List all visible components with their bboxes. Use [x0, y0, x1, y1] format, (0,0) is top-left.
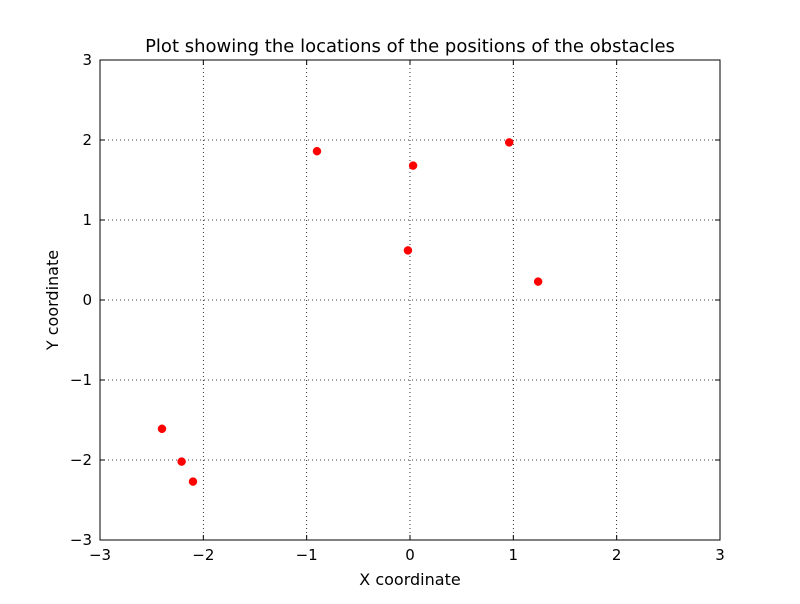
data-point [188, 477, 198, 486]
y-tick-label: 0 [82, 291, 92, 309]
x-tick-label: −2 [192, 546, 214, 564]
y-tick-label: 3 [82, 51, 92, 69]
tick-labels: −3 −2 −1 0 1 2 3 −3 −2 −1 0 1 2 3 [70, 51, 725, 564]
data-point [504, 138, 514, 147]
axis-ticks [99, 59, 721, 541]
y-axis-label: Y coordinate [43, 250, 62, 351]
x-tick-label: 0 [405, 546, 415, 564]
y-tick-label: 2 [82, 131, 92, 149]
data-point [177, 457, 186, 466]
data-points [157, 138, 543, 486]
data-point [408, 161, 418, 170]
x-tick-label: −3 [89, 546, 111, 564]
x-axis-label: X coordinate [359, 570, 460, 589]
data-point [533, 277, 543, 286]
y-tick-label: −3 [70, 531, 92, 549]
x-tick-label: 3 [715, 546, 725, 564]
y-tick-label: 1 [82, 211, 92, 229]
data-point [403, 246, 413, 255]
data-point [157, 424, 167, 434]
chart-title: Plot showing the locations of the positi… [145, 36, 675, 57]
y-tick-label: −1 [70, 371, 92, 389]
x-tick-label: −1 [296, 546, 318, 564]
x-tick-label: 2 [612, 546, 622, 564]
y-tick-label: −2 [70, 451, 92, 469]
x-tick-label: 1 [509, 546, 519, 564]
data-point [312, 146, 322, 156]
